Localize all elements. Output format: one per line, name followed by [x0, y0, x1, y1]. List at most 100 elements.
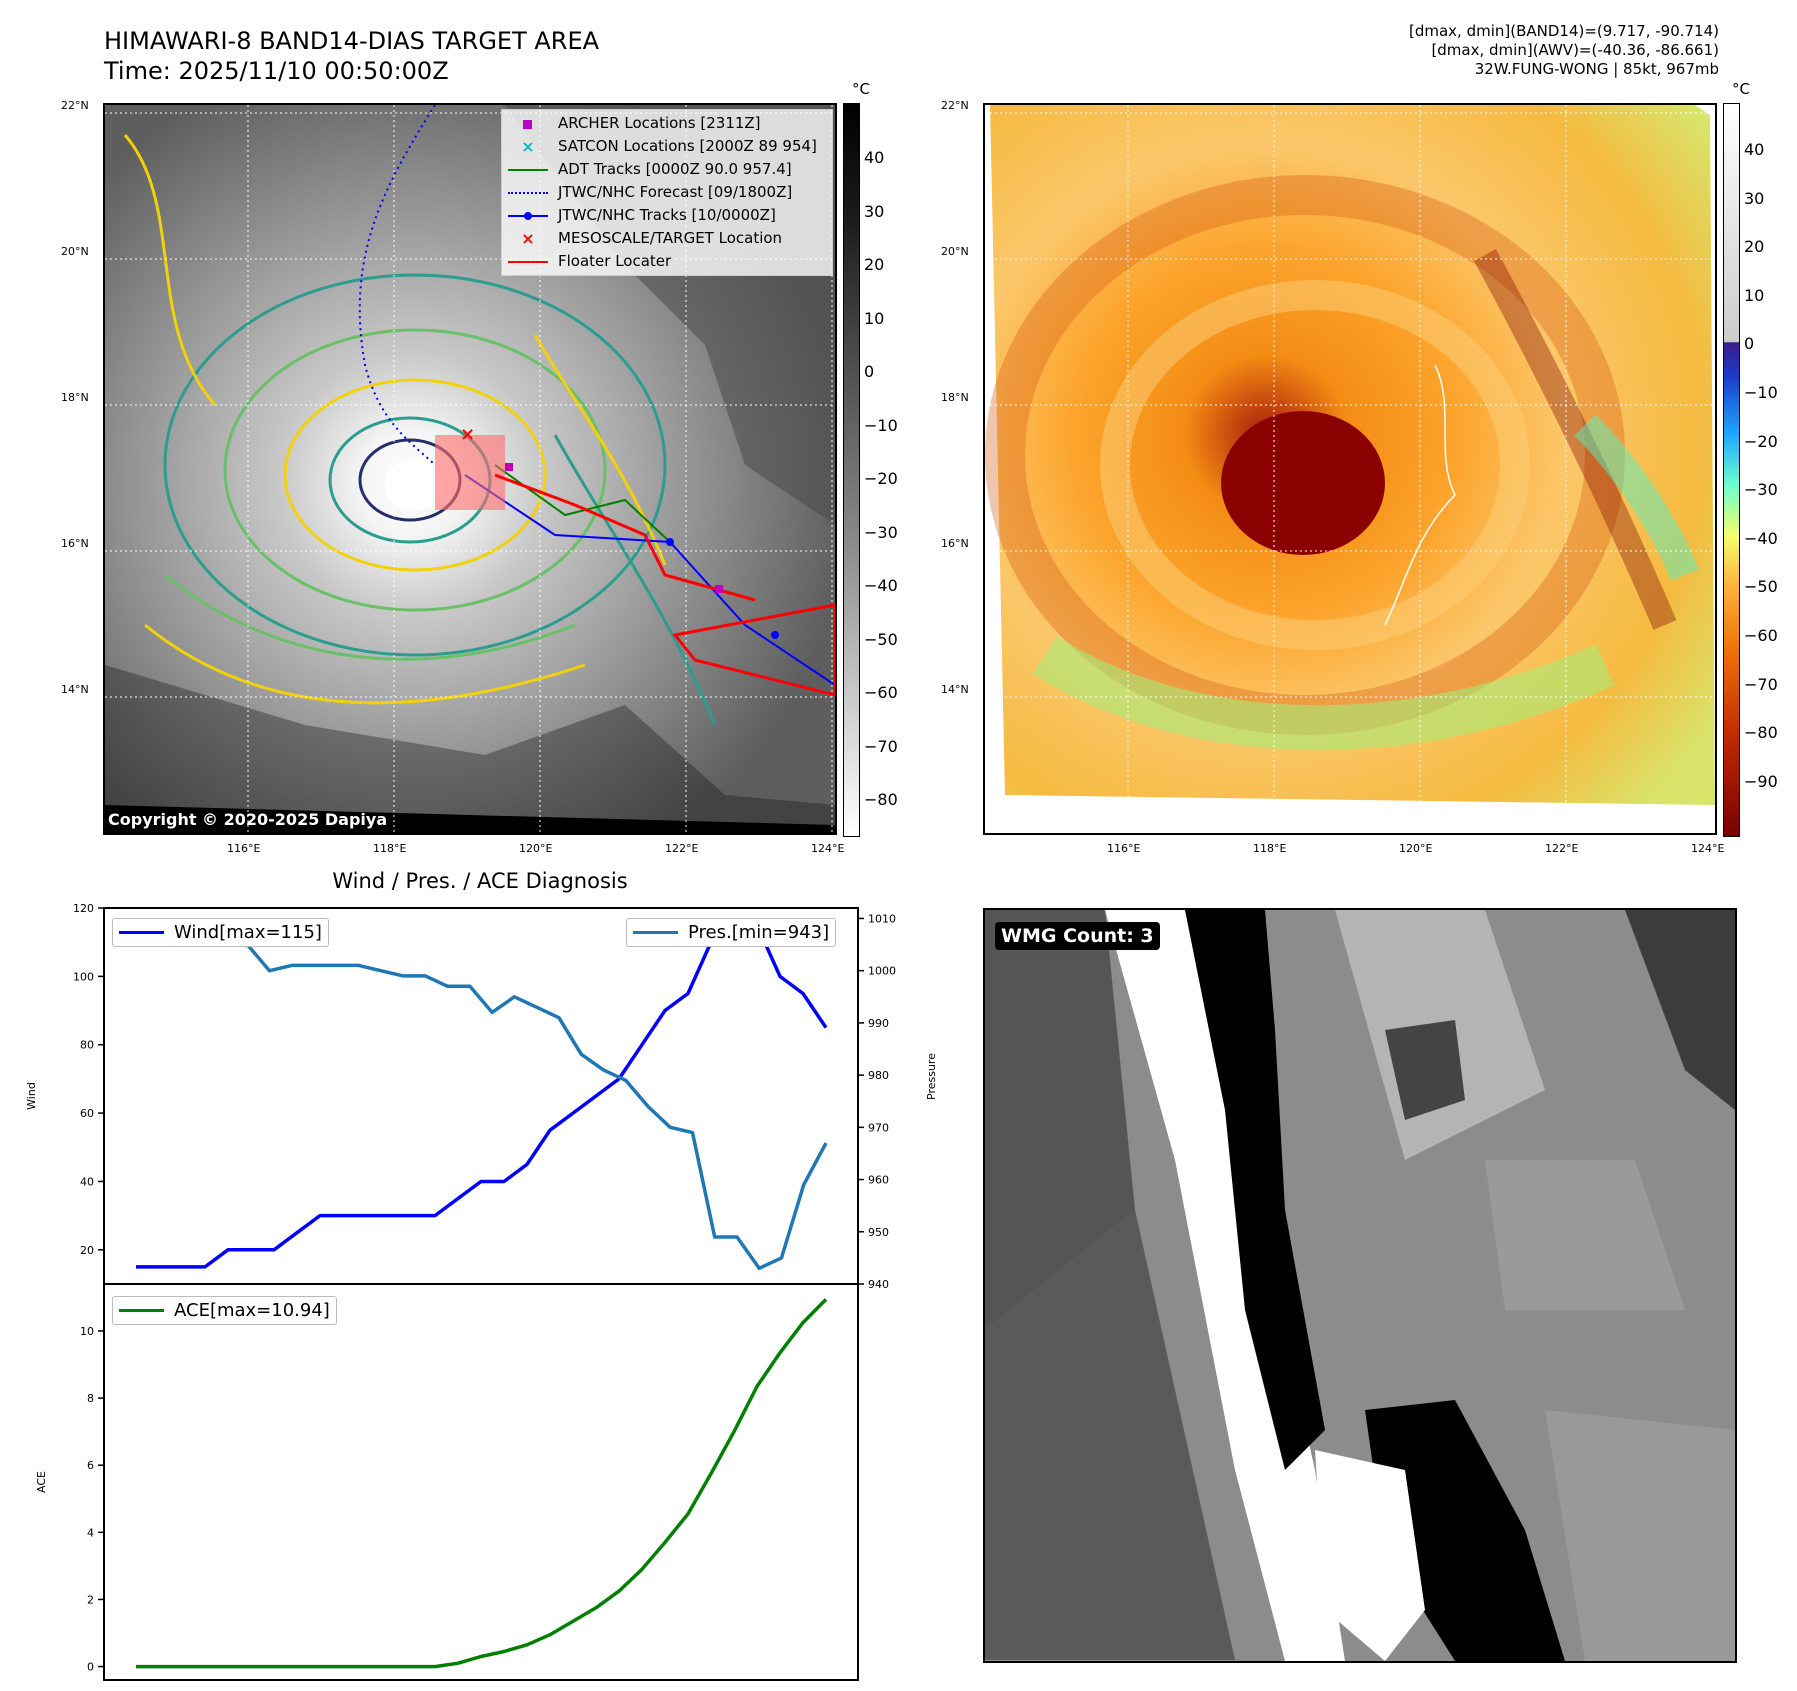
ir-colorbar-tick: 20: [864, 255, 885, 274]
pressure-ytick-label: 960: [868, 1174, 889, 1187]
pressure-ytick-label: 1000: [868, 965, 896, 978]
band14-range: [dmax, dmin](BAND14)=(9.717, -90.714): [1408, 22, 1719, 40]
pressure-ytick-label: 990: [868, 1017, 889, 1030]
figure-title: HIMAWARI-8 BAND14-DIAS TARGET AREA: [104, 27, 600, 55]
awv-map-panel: [983, 103, 1717, 835]
legend-item-target: × MESOSCALE/TARGET Location: [521, 228, 783, 248]
awv-range: [dmax, dmin](AWV)=(-40.36, -86.661): [1431, 41, 1719, 59]
ir-colorbar-tick: −10: [864, 415, 898, 435]
ir-colorbar-tick: −80: [864, 790, 898, 809]
wind-series-line: [136, 923, 828, 1269]
lat-label: 16°N: [941, 537, 969, 550]
adt-track: [494, 464, 671, 543]
awv-colorbar-tick: −70: [1744, 674, 1778, 694]
awv-colorbar-tick: −20: [1744, 431, 1778, 451]
wmg-image: [985, 910, 1735, 1661]
lat-label: 18°N: [941, 391, 969, 404]
wind-legend: Wind[max=115]: [112, 918, 329, 947]
ace-ytick-label: 10: [80, 1325, 94, 1338]
ir-colorbar-tick: 40: [864, 148, 885, 167]
legend-item-forecast: JTWC/NHC Forecast [09/1800Z]: [502, 181, 832, 204]
lat-label: 20°N: [61, 245, 89, 258]
lat-label: 20°N: [941, 245, 969, 258]
awv-colorbar-tick: 40: [1744, 140, 1765, 159]
wmg-panel: WMG Count: 3: [983, 908, 1737, 1663]
ir-colorbar-tick: −30: [864, 522, 898, 542]
ace-ytick-label: 4: [87, 1526, 94, 1539]
pressure-ytick-label: 980: [868, 1069, 889, 1082]
ir-map-panel: × ARCHER Locations [2311Z] × SATCON Loca…: [103, 103, 837, 835]
pressure-ytick-label: 950: [868, 1226, 889, 1239]
ir-colorbar-tick: −20: [864, 469, 898, 488]
chart-title: Wind / Pres. / ACE Diagnosis: [332, 869, 627, 893]
lat-label: 22°N: [61, 99, 89, 112]
lon-label: 118°E: [1253, 842, 1287, 855]
ir-colorbar-ticks: 40 30 20 10 0 −10 −20 −30 −40 −50 −60 −70 −80: [858, 0, 918, 1691]
lon-label: 124°E: [1691, 842, 1725, 855]
lon-label: 118°E: [373, 842, 407, 855]
copyright-text: Copyright © 2020-2025 Dapiya: [108, 810, 388, 829]
ace-axis-label: ACE: [35, 1471, 48, 1493]
wind-axis-label: Wind: [25, 1082, 38, 1110]
pressure-legend: Pres.[min=943]: [626, 918, 837, 947]
lat-labels: 22°N 20°N 18°N 16°N 14°N 116°E 118°E 120°E 122°E…: [61, 99, 1725, 855]
coastline: [1384, 364, 1456, 626]
lon-label: 122°E: [1545, 842, 1579, 855]
awv-colorbar-tick: −50: [1744, 577, 1778, 597]
awv-colorbar-tick: −60: [1744, 626, 1778, 645]
ir-colorbar-tick: 10: [864, 308, 885, 328]
lon-label: 120°E: [519, 842, 553, 855]
awv-eye: [1221, 411, 1385, 555]
ir-colorbar-tick: −40: [864, 576, 898, 595]
ir-colorbar-tick: −50: [864, 629, 898, 649]
wind-ytick-label: 60: [80, 1107, 94, 1120]
awv-colorbar-tick: 0: [1744, 334, 1755, 354]
legend-item-satcon: × SATCON Locations [2000Z 89 954]: [521, 136, 817, 156]
pressure-ytick-label: 940: [868, 1278, 889, 1291]
mesoscale-box: [435, 435, 505, 510]
awv-colorbar-tick: 30: [1744, 188, 1765, 208]
ace-ytick-label: 6: [87, 1459, 94, 1472]
wind-ytick-label: 120: [73, 902, 94, 915]
ace-series-line: [136, 1298, 828, 1669]
lat-label: 14°N: [941, 683, 969, 696]
awv-satellite-image: [985, 105, 1715, 833]
awv-colorbar-tick: −30: [1744, 480, 1778, 500]
lat-label: 18°N: [61, 391, 89, 404]
awv-colorbar-tick: −90: [1744, 771, 1778, 791]
wind-ytick-label: 40: [80, 1175, 94, 1188]
awv-colorbar-tick: 20: [1744, 237, 1765, 257]
awv-colorbar-tick: −80: [1744, 723, 1778, 743]
ace-ytick-label: 0: [87, 1661, 94, 1674]
legend-item-archer: ARCHER Locations [2311Z]: [502, 112, 832, 135]
ace-legend: ACE[max=10.94]: [112, 1296, 337, 1325]
pressure-ytick-label: 970: [868, 1121, 889, 1134]
ir-colorbar-tick: −70: [864, 736, 898, 756]
diagnosis-chart: Wind / Pres. / ACE Diagnosis Wind Pressu…: [25, 869, 896, 1681]
legend-item-floater: Floater Locater: [502, 250, 832, 273]
pressure-ytick-label: 1010: [868, 912, 896, 925]
lon-label: 116°E: [1107, 842, 1141, 855]
lat-label: 14°N: [61, 683, 89, 696]
lon-label: 120°E: [1399, 842, 1433, 855]
floater-locater: [672, 603, 835, 697]
storm-info: 32W.FUNG-WONG | 85kt, 967mb: [1474, 60, 1719, 78]
wind-ytick-label: 80: [80, 1039, 94, 1052]
lon-label: 116°E: [227, 842, 261, 855]
ir-colorbar-tick: 30: [864, 201, 885, 221]
awv-colorbar-tick: −40: [1744, 528, 1778, 548]
legend-item-tracks: JTWC/NHC Tracks [10/0000Z]: [502, 204, 832, 227]
awv-colorbar: [1723, 103, 1740, 837]
pressure-series-line: [135, 922, 828, 1271]
ace-ytick-label: 2: [87, 1593, 94, 1606]
ir-colorbar: [843, 103, 860, 837]
awv-colorbar-ticks: 40 30 20 10 0 −10 −20 −30 −40 −50 −60 −70 −80 −90: [1738, 0, 1797, 1691]
wind-ytick-label: 100: [73, 970, 94, 983]
lat-label: 16°N: [61, 537, 89, 550]
awv-colorbar-tick: −10: [1744, 383, 1778, 402]
svg-text:×: ×: [460, 424, 475, 445]
awv-colorbar-tick: 10: [1744, 285, 1765, 305]
ir-colorbar-tick: −60: [864, 683, 898, 702]
ir-colorbar-tick: 0: [864, 362, 875, 381]
awv-colorbar-unit: °C: [1732, 80, 1750, 98]
